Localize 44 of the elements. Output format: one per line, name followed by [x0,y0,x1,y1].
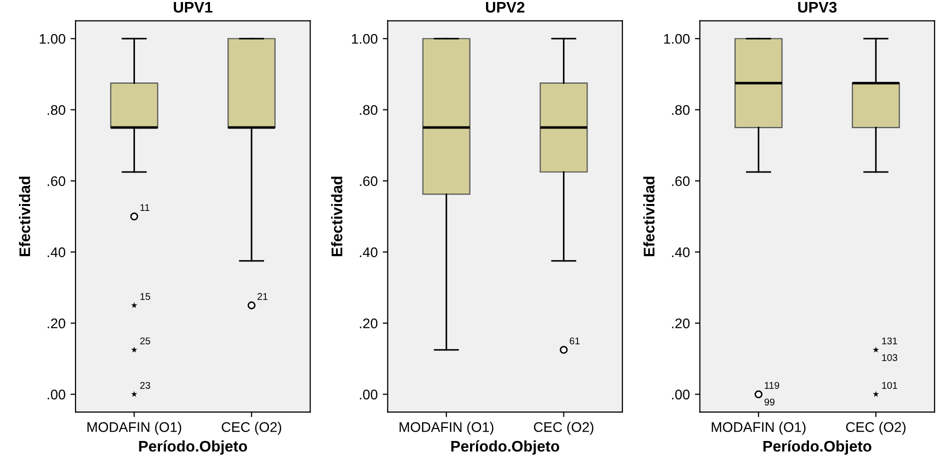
annotation: 103 [882,354,898,362]
y-tick-label: .60 [672,176,690,186]
x-axis-title: Período.Objeto [139,440,248,455]
y-tick-label: .00 [360,390,378,400]
y-tick-label: 1.00 [40,34,66,44]
x-tick-label: CEC (O2) [846,422,906,435]
y-tick-label: .80 [48,105,66,115]
annotation: 23 [140,382,150,389]
chart-title: UPV2 [486,2,524,13]
y-tick-label: .20 [360,318,378,328]
chart-title: UPV1 [174,2,212,13]
annotation: 61 [570,337,580,344]
y-tick-label: .20 [672,318,690,328]
y-tick-label: .00 [672,390,690,400]
y-tick-label: .40 [672,247,690,258]
annotation: 99 [764,398,774,406]
y-axis-title: Efectividad [331,176,342,256]
y-tick-label: .40 [360,247,378,258]
y-tick-label: .60 [48,176,66,186]
y-tick-label: .20 [48,318,66,328]
annotation: 131 [882,337,898,344]
annotation: 15 [140,293,150,300]
x-tick-label: CEC (O2) [534,422,594,435]
annotation: 21 [258,293,268,300]
y-tick-label: .60 [360,176,378,186]
annotation: 25 [140,337,150,344]
x-tick-label: MODAFIN (O1) [88,422,182,435]
annotation: 101 [882,382,898,389]
annotation: 119 [764,382,780,389]
x-tick-label: CEC (O2) [222,422,282,435]
y-tick-label: .80 [360,105,378,115]
y-tick-label: .40 [48,247,66,258]
y-tick-label: .00 [48,390,66,400]
y-tick-label: 1.00 [352,34,378,44]
y-tick-label: .80 [672,105,690,115]
x-tick-label: MODAFIN (O1) [712,422,806,435]
x-axis-title: Período.Objeto [763,440,872,455]
annotation: 11 [140,204,150,211]
y-tick-label: 1.00 [664,34,690,44]
x-axis-title: Período.Objeto [451,440,560,455]
x-tick-label: MODAFIN (O1) [400,422,494,435]
y-axis-title: Efectividad [18,176,30,256]
chart-title: UPV3 [798,2,837,13]
y-axis-title: Efectividad [643,176,655,256]
